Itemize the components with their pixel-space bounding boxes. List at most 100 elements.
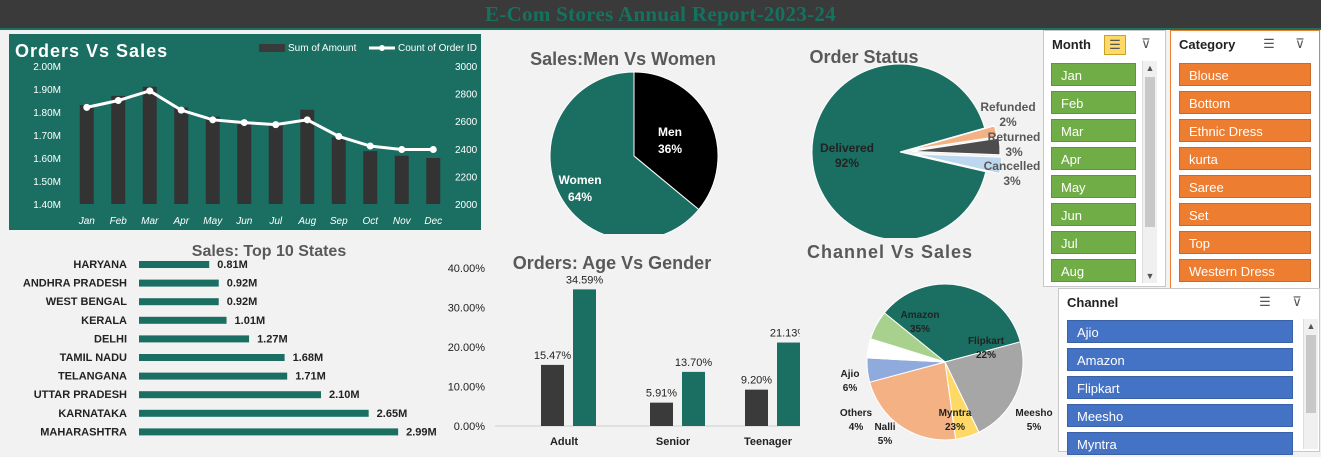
orders-vs-sales-title: Orders Vs Sales <box>15 41 168 61</box>
y-left-tick-label: 1.80M <box>33 108 61 119</box>
slice-value: 22% <box>976 350 996 361</box>
sales-men-women-panel: Sales:Men Vs Women Men 36% Women 64% <box>490 34 780 241</box>
slice-value: 23% <box>945 422 965 433</box>
slice-value: 4% <box>849 422 864 433</box>
slice-value: 6% <box>843 383 858 394</box>
x-tick-label: Jul <box>268 216 283 227</box>
orders-point <box>303 116 311 124</box>
state-label: KERALA <box>81 315 127 327</box>
clear-filter-icon[interactable]: ⊽ <box>1141 36 1151 51</box>
amount-bar <box>394 155 409 204</box>
state-value: 1.71M <box>295 371 326 383</box>
x-tick-label: Dec <box>424 216 442 227</box>
month-slicer-item[interactable]: Feb <box>1051 91 1136 114</box>
channel-slicer-item[interactable]: Ajio <box>1067 320 1293 343</box>
category-slicer-item[interactable]: kurta <box>1179 147 1311 170</box>
state-value: 0.92M <box>227 296 258 308</box>
x-tick-label: Apr <box>172 216 189 227</box>
slice-label: Others <box>840 408 873 419</box>
slice-value: 64% <box>568 190 592 204</box>
slice-value: 3% <box>1003 174 1021 188</box>
orders-point <box>209 116 217 124</box>
amount-bar <box>111 95 126 204</box>
category-slicer-item[interactable]: Bottom <box>1179 91 1311 114</box>
gender-slice <box>633 71 719 211</box>
slice-value: 2% <box>999 115 1017 129</box>
x-tick-label: Jun <box>235 216 253 227</box>
orders-vs-sales-chart: Orders Vs Sales Sum of Amount Count of O… <box>15 41 478 227</box>
month-slicer-item[interactable]: Jul <box>1051 231 1136 254</box>
amount-bar <box>79 105 94 204</box>
slice-label: Myntra <box>939 408 972 419</box>
channel-slice <box>883 283 1021 363</box>
category-slicer-item[interactable]: Saree <box>1179 175 1311 198</box>
month-slicer-item[interactable]: Apr <box>1051 147 1136 170</box>
state-bar <box>139 261 210 268</box>
state-value: 2.10M <box>329 389 360 401</box>
slice-label: Cancelled <box>984 159 1041 173</box>
clear-filter-icon[interactable]: ⊽ <box>1292 294 1302 309</box>
scroll-thumb[interactable] <box>1145 77 1155 227</box>
month-slicer-item[interactable]: Mar <box>1051 119 1136 142</box>
channel-slicer-item[interactable]: Amazon <box>1067 348 1293 371</box>
category-slicer-item[interactable]: Western Dress <box>1179 259 1311 282</box>
age-gender-bar <box>777 342 800 426</box>
channel-slice <box>869 312 946 363</box>
scroll-thumb[interactable] <box>1306 335 1316 413</box>
category-slicer-title: Category <box>1179 37 1236 52</box>
bar-value-label: 21.13% <box>770 328 808 340</box>
y-left-tick-label: 1.90M <box>33 85 61 96</box>
legend-swatch-amount <box>259 44 285 52</box>
month-slicer-item[interactable]: Aug <box>1051 259 1136 282</box>
scroll-down-icon[interactable]: ▼ <box>1145 271 1155 281</box>
category-slicer-item[interactable]: Ethnic Dress <box>1179 119 1311 142</box>
y-right-tick-label: 2200 <box>455 172 478 183</box>
scroll-up-icon[interactable]: ▲ <box>1145 63 1155 73</box>
multi-select-icon[interactable]: ☰ <box>1259 294 1271 309</box>
slice-value: 36% <box>658 142 682 156</box>
state-value: 2.65M <box>377 408 408 420</box>
bar-value-label: 34.59% <box>566 274 604 286</box>
category-slicer-item[interactable]: Top <box>1179 231 1311 254</box>
slice-label: Returned <box>988 130 1041 144</box>
month-slicer-item[interactable]: Jun <box>1051 203 1136 226</box>
state-value: 0.81M <box>217 259 248 271</box>
channel-slicer-item[interactable]: Flipkart <box>1067 376 1293 399</box>
age-gender-bar <box>682 371 705 426</box>
status-slice <box>913 153 1003 175</box>
y-right-tick-label: 2400 <box>455 145 478 156</box>
channel-slicer-item[interactable]: Meesho <box>1067 404 1293 427</box>
status-slice <box>811 63 987 241</box>
month-slicer-item[interactable]: Jan <box>1051 63 1136 86</box>
month-slicer-title: Month <box>1052 37 1091 52</box>
orders-line <box>86 89 434 151</box>
clear-filter-icon[interactable]: ⊽ <box>1295 36 1305 51</box>
status-slice <box>909 125 998 151</box>
bar-value-label: 15.47% <box>534 350 572 362</box>
orders-point <box>240 119 248 127</box>
amount-bar <box>300 109 315 204</box>
state-bar <box>139 372 288 380</box>
multi-select-icon[interactable]: ☰ <box>1104 35 1126 55</box>
state-bar <box>139 316 227 324</box>
state-bar <box>139 298 219 306</box>
category-slicer-item[interactable]: Blouse <box>1179 63 1311 86</box>
amount-bar <box>174 107 189 204</box>
top-states-panel: Sales: Top 10 States HARYANA 0.81M ANDHRA … <box>9 236 489 442</box>
month-slicer-item[interactable]: May <box>1051 175 1136 198</box>
scroll-up-icon[interactable]: ▲ <box>1306 321 1316 331</box>
multi-select-icon[interactable]: ☰ <box>1263 36 1275 51</box>
x-tick-label: Sep <box>330 216 348 227</box>
month-scrollbar[interactable]: ▲ ▼ <box>1142 61 1157 283</box>
state-label: MAHARASHTRA <box>40 426 127 438</box>
category-slicer-item[interactable]: Set <box>1179 203 1311 226</box>
orders-point <box>429 145 437 153</box>
status-slice <box>911 137 1001 156</box>
state-label: KARNATAKA <box>58 408 127 420</box>
channel-scrollbar[interactable]: ▲ <box>1303 319 1318 449</box>
y-right-tick-label: 3000 <box>455 62 478 73</box>
legend-orders-label: Count of Order ID <box>398 43 477 54</box>
bar-value-label: 5.91% <box>646 388 677 400</box>
channel-sales-title: Channel Vs Sales <box>807 242 973 262</box>
state-bar <box>139 409 369 417</box>
